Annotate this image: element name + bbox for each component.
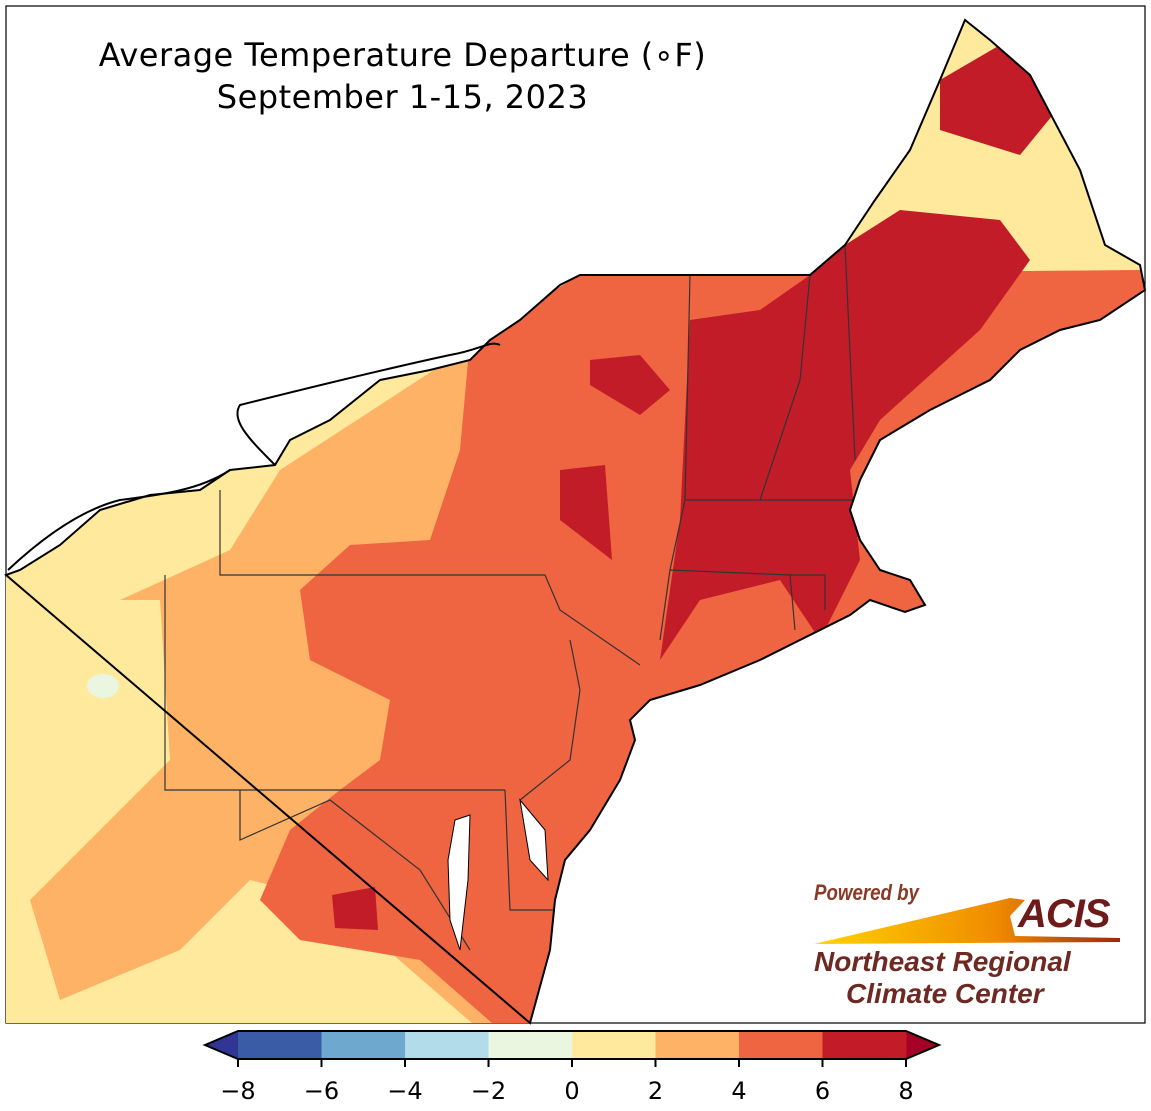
region-6-to-8-maine: [940, 45, 1065, 155]
colorbar-tick-label: 4: [731, 1077, 746, 1105]
lake-ontario-outline: [236, 342, 501, 466]
colorbar-bin: [655, 1031, 740, 1059]
powered-by-text: Powered by: [814, 880, 919, 905]
colorbar-bin: [405, 1031, 489, 1059]
colorbar-tick-label: −2: [471, 1077, 506, 1105]
nrcc-acis-logo: Powered by ACIS Northeast Regional Clima…: [810, 880, 1130, 1015]
colorbar-bin: [822, 1031, 907, 1059]
lake-erie-outline: [7, 469, 231, 571]
acis-text: ACIS: [1018, 892, 1111, 936]
colorbar-tick-label: −4: [387, 1077, 422, 1105]
colorbar-tick-label: −8: [220, 1077, 255, 1105]
colorbar-bin: [572, 1031, 656, 1059]
colorbar-bin: [488, 1031, 573, 1059]
map-subtitle: September 1-15, 2023: [216, 78, 589, 116]
colorbar-bin: [238, 1031, 322, 1059]
land-outline: [4, 18, 1147, 1025]
state-borders: [164, 244, 860, 951]
colorbar-tick-label: 0: [564, 1077, 579, 1105]
colorbar-tick-label: 2: [648, 1077, 663, 1105]
colorbar-tick-label: 8: [898, 1077, 913, 1105]
region-6-to-8-va: [332, 887, 378, 930]
colorbar-over-arrow: [906, 1031, 939, 1059]
colorbar-under-arrow: [205, 1031, 238, 1059]
nrcc-line2: Climate Center: [846, 978, 1044, 1009]
region-6-to-8-ny: [560, 465, 612, 560]
colorbar-bin: [321, 1031, 406, 1059]
map-title: Average Temperature Departure (∘F): [98, 36, 707, 74]
colorbar-tick-label: −6: [304, 1077, 339, 1105]
nrcc-line1: Northeast Regional: [814, 946, 1071, 977]
colorbar-bin: [739, 1031, 823, 1059]
region-6-to-8-new-england: [660, 210, 1030, 660]
acis-swoosh-icon: [814, 898, 1120, 944]
region-6-to-8-ny2: [590, 355, 670, 415]
colorbar: −8 −6 −4 −2 0 2 4 6 8: [202, 1030, 942, 1105]
colorbar-tick-label: 6: [815, 1077, 830, 1105]
chesapeake-bay: [447, 798, 549, 951]
region-minus2-to-0: [87, 674, 119, 698]
